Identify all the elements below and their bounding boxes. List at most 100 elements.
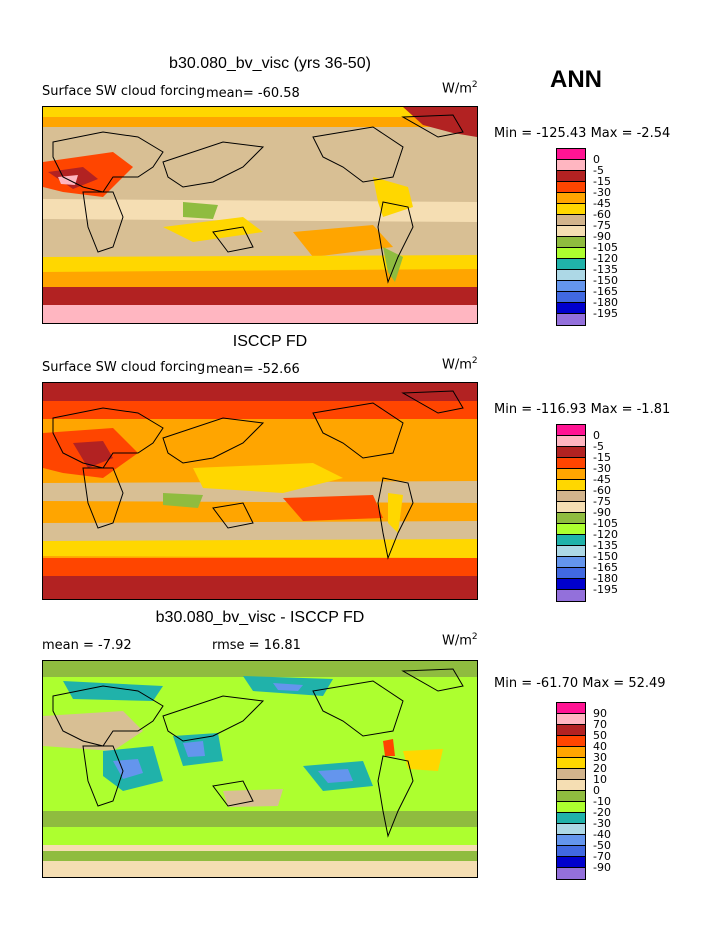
panel-3-title: b30.080_bv_visc - ISCCP FD bbox=[155, 609, 365, 626]
legend-swatch bbox=[557, 215, 585, 226]
legend-swatch bbox=[557, 226, 585, 237]
legend-label: -10 bbox=[593, 795, 611, 808]
legend-swatch bbox=[557, 546, 585, 557]
legend-swatch bbox=[557, 182, 585, 193]
legend-label: -120 bbox=[593, 528, 618, 541]
legend-label: 0 bbox=[593, 784, 600, 797]
legend-swatch bbox=[557, 802, 585, 813]
legend-label: -150 bbox=[593, 274, 618, 287]
legend-swatch bbox=[557, 868, 585, 879]
panel-2-max-label: Max = bbox=[590, 402, 633, 417]
legend-label: -40 bbox=[593, 828, 611, 841]
legend-swatch bbox=[557, 835, 585, 846]
panel-2-units-sup: 2 bbox=[471, 356, 478, 366]
legend-swatch bbox=[557, 557, 585, 568]
legend-label: -15 bbox=[593, 175, 611, 188]
panel-3-min-label: Min = bbox=[494, 676, 533, 691]
panel-3-units-main: W/m bbox=[442, 633, 472, 649]
legend-swatch bbox=[557, 248, 585, 259]
legend-label: -20 bbox=[593, 806, 611, 819]
legend-label: 90 bbox=[593, 707, 607, 720]
legend-label: -50 bbox=[593, 839, 611, 852]
legend-swatch bbox=[557, 714, 585, 725]
legend-label: -90 bbox=[593, 861, 611, 874]
legend-label: -180 bbox=[593, 296, 618, 309]
legend-swatch bbox=[557, 491, 585, 502]
panel-1-map-svg bbox=[43, 107, 477, 323]
legend-swatch bbox=[557, 149, 585, 160]
panel-2-subtitle: Surface SW cloud forcing bbox=[42, 360, 206, 375]
panel-3-min-value: -61.70 bbox=[536, 676, 579, 691]
legend-label: -45 bbox=[593, 197, 611, 210]
panel-2-max-value: -1.81 bbox=[636, 402, 671, 417]
panel-3-legend-bar bbox=[556, 702, 586, 880]
legend-swatch bbox=[557, 314, 585, 325]
legend-swatch bbox=[557, 769, 585, 780]
panel-1-legend-bar bbox=[556, 148, 586, 326]
legend-label: -70 bbox=[593, 850, 611, 863]
legend-swatch bbox=[557, 270, 585, 281]
legend-label: -30 bbox=[593, 817, 611, 830]
panel-1-minmax: Min = -125.43 Max = -2.54 bbox=[494, 126, 670, 141]
legend-swatch bbox=[557, 758, 585, 769]
legend-swatch bbox=[557, 193, 585, 204]
legend-swatch bbox=[557, 579, 585, 590]
legend-label: -195 bbox=[593, 307, 618, 320]
panel-3-units: W/m2 bbox=[442, 632, 478, 648]
legend-label: 70 bbox=[593, 718, 607, 731]
panel-1-min-value: -125.43 bbox=[536, 126, 587, 141]
panel-2-legend-bar bbox=[556, 424, 586, 602]
panel-1-min-label: Min = bbox=[494, 126, 533, 141]
panel-2-mean: mean= -52.66 bbox=[206, 362, 300, 377]
legend-label: -105 bbox=[593, 517, 618, 530]
panel-3-rmse: rmse = 16.81 bbox=[212, 638, 301, 653]
legend-swatch bbox=[557, 590, 585, 601]
legend-label: -120 bbox=[593, 252, 618, 265]
legend-swatch bbox=[557, 447, 585, 458]
legend-swatch bbox=[557, 568, 585, 579]
legend-label: 40 bbox=[593, 740, 607, 753]
legend-label: -90 bbox=[593, 506, 611, 519]
legend-swatch bbox=[557, 303, 585, 314]
legend-swatch bbox=[557, 281, 585, 292]
legend-label: 10 bbox=[593, 773, 607, 786]
panel-1-mean: mean= -60.58 bbox=[206, 86, 300, 101]
legend-label: -90 bbox=[593, 230, 611, 243]
legend-label: 50 bbox=[593, 729, 607, 742]
legend-label: -135 bbox=[593, 263, 618, 276]
legend-label: -60 bbox=[593, 484, 611, 497]
legend-swatch bbox=[557, 813, 585, 824]
panel-2-map bbox=[42, 382, 478, 600]
legend-swatch bbox=[557, 259, 585, 270]
legend-label: -195 bbox=[593, 583, 618, 596]
legend-label: 30 bbox=[593, 751, 607, 764]
legend-label: -165 bbox=[593, 561, 618, 574]
panel-3-rmse-value: 16.81 bbox=[263, 638, 301, 653]
legend-swatch bbox=[557, 292, 585, 303]
legend-label: 0 bbox=[593, 429, 600, 442]
legend-swatch bbox=[557, 524, 585, 535]
legend-swatch bbox=[557, 480, 585, 491]
legend-label: -150 bbox=[593, 550, 618, 563]
legend-swatch bbox=[557, 204, 585, 215]
legend-swatch bbox=[557, 725, 585, 736]
legend-label: -180 bbox=[593, 572, 618, 585]
panel-1-map bbox=[42, 106, 478, 324]
legend-swatch bbox=[557, 436, 585, 447]
panel-3-units-sup: 2 bbox=[471, 632, 478, 642]
legend-swatch bbox=[557, 780, 585, 791]
panel-3-map bbox=[42, 660, 478, 878]
panel-2-mean-label: mean= bbox=[206, 362, 254, 377]
legend-label: -60 bbox=[593, 208, 611, 221]
panel-1-units-sup: 2 bbox=[471, 80, 478, 90]
panel-2-map-svg bbox=[43, 383, 477, 599]
panel-3-max-value: 52.49 bbox=[628, 676, 666, 691]
panel-2-title: ISCCP FD bbox=[232, 333, 308, 350]
panel-1-title: b30.080_bv_visc (yrs 36-50) bbox=[169, 55, 371, 72]
panel-2-min-value: -116.93 bbox=[536, 402, 587, 417]
legend-swatch bbox=[557, 171, 585, 182]
legend-label: -30 bbox=[593, 462, 611, 475]
panel-3-mean: mean = -7.92 bbox=[42, 638, 132, 653]
legend-swatch bbox=[557, 703, 585, 714]
legend-swatch bbox=[557, 535, 585, 546]
